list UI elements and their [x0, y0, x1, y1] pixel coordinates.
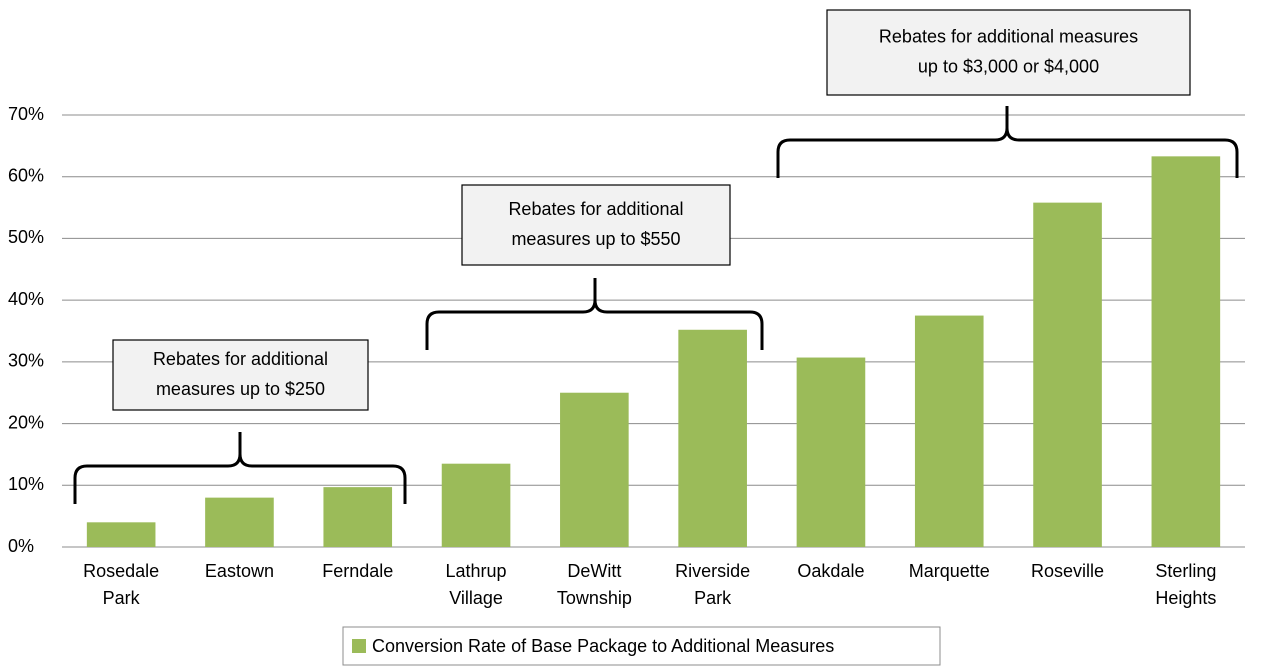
y-tick-label: 20% — [8, 412, 44, 432]
bar — [796, 357, 866, 547]
bracket — [73, 432, 407, 504]
annotation-text: up to $3,000 or $4,000 — [918, 56, 1099, 76]
annotation-text: Rebates for additional — [153, 349, 328, 369]
y-tick-label: 50% — [8, 227, 44, 247]
bracket — [425, 278, 764, 350]
x-tick-label: Sterling Heights — [1155, 561, 1216, 608]
annotation-text: Rebates for additional measures — [879, 26, 1138, 46]
bar — [560, 392, 629, 547]
y-tick-label: 70% — [8, 104, 44, 124]
bar — [1151, 156, 1221, 547]
y-tick-label: 40% — [8, 289, 44, 309]
annotation-box — [112, 339, 369, 411]
annotation-box — [826, 9, 1191, 96]
x-tick-label: Eastown — [205, 561, 274, 581]
legend-label: Conversion Rate of Base Package to Addit… — [372, 636, 834, 656]
y-tick-label: 30% — [8, 351, 44, 371]
annotation-text: measures up to $550 — [511, 229, 680, 249]
bar — [441, 463, 511, 547]
x-tick-label: Oakdale — [797, 561, 864, 581]
bar — [205, 497, 274, 547]
legend-swatch — [352, 639, 366, 653]
x-tick-label: Riverside Park — [675, 561, 750, 608]
x-tick-label: Marquette — [909, 561, 990, 581]
x-tick-label: Ferndale — [322, 561, 393, 581]
x-tick-label: DeWitt Township — [557, 561, 632, 608]
bar — [1033, 202, 1102, 548]
bar — [678, 329, 747, 547]
x-tick-label: Rosedale Park — [83, 561, 159, 608]
annotation-text: measures up to $250 — [156, 379, 325, 399]
bar — [86, 522, 156, 547]
annotation-text: Rebates for additional — [508, 199, 683, 219]
legend-box — [342, 626, 941, 666]
x-tick-label: Roseville — [1031, 561, 1104, 581]
x-tick-label: Lathrup Village — [446, 561, 507, 608]
bar — [323, 487, 393, 547]
annotation-box — [461, 184, 731, 266]
y-tick-label: 60% — [8, 165, 44, 185]
bar — [914, 315, 984, 547]
y-tick-label: 10% — [8, 474, 44, 494]
y-tick-label: 0% — [8, 536, 34, 556]
bracket — [776, 106, 1239, 178]
